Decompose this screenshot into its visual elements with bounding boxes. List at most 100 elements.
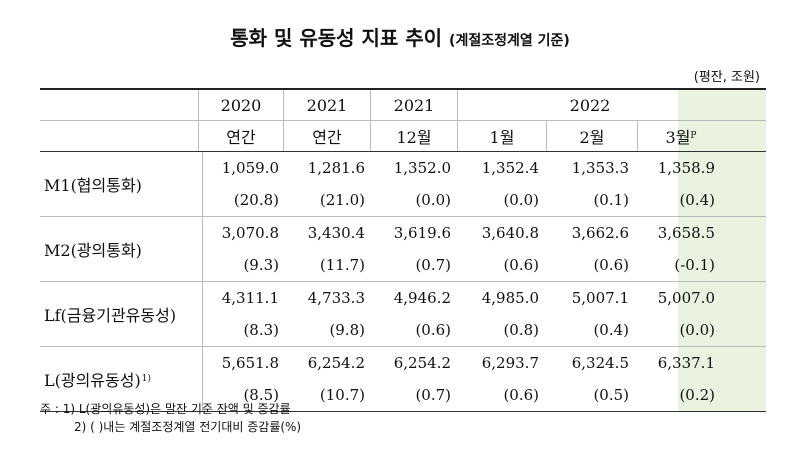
cell-value: 1,281.6 bbox=[307, 159, 365, 177]
cell-change-rate: (0.2) bbox=[679, 386, 715, 404]
cell-value: 3,619.6 bbox=[393, 224, 451, 242]
header-period-mar: 3월 P bbox=[638, 121, 724, 151]
liquidity-table: 2020 2021 2021 2022 연간 연간 12월 1월 2월 3월 P … bbox=[40, 88, 766, 412]
cell-value: 3,658.5 bbox=[657, 224, 715, 242]
row-label-footnote-mark: 1) bbox=[141, 374, 151, 384]
footnote-1-text: 1) L(광의유동성)은 말잔 기준 잔액 및 증감률 bbox=[62, 402, 291, 416]
table-cell: 4,946.2 (0.6) bbox=[373, 282, 459, 346]
cell-value: 3,070.8 bbox=[221, 224, 279, 242]
cell-value: 4,311.1 bbox=[221, 289, 279, 307]
cell-value: 5,651.8 bbox=[221, 354, 279, 372]
header-row-years: 2020 2021 2021 2022 bbox=[40, 90, 766, 121]
table-cell: 4,733.3 (9.8) bbox=[287, 282, 373, 346]
table-cell: 6,254.2 (0.7) bbox=[373, 347, 459, 411]
cell-change-rate: (20.8) bbox=[233, 191, 279, 209]
table-cell: 1,281.6 (21.0) bbox=[287, 152, 373, 216]
cell-change-rate: (0.6) bbox=[415, 321, 451, 339]
table-cell: 5,651.8 (8.5) bbox=[203, 347, 287, 411]
table-cell: 4,311.1 (8.3) bbox=[203, 282, 287, 346]
header-year-2022: 2022 bbox=[569, 95, 611, 115]
cell-value: 4,733.3 bbox=[307, 289, 365, 307]
cell-value: 1,353.3 bbox=[571, 159, 629, 177]
cell-change-rate: (0.8) bbox=[503, 321, 539, 339]
footnote-2: 2) ( )내는 계절조정계열 전기대비 증감률(%) bbox=[74, 420, 302, 434]
table-cell: 3,662.6 (0.6) bbox=[547, 217, 637, 281]
table-cell: 3,640.8 (0.6) bbox=[459, 217, 547, 281]
table-cell: 1,358.9 (0.4) bbox=[637, 152, 723, 216]
cell-change-rate: (0.0) bbox=[415, 191, 451, 209]
table-cell: 6,293.7 (0.6) bbox=[459, 347, 547, 411]
table-cell: 5,007.1 (0.4) bbox=[547, 282, 637, 346]
prelim-mark: P bbox=[690, 131, 697, 141]
cell-change-rate: (9.3) bbox=[243, 256, 279, 274]
header-corner bbox=[40, 90, 199, 120]
table-row: M1(협의통화) 1,059.0 (20.8) 1,281.6 (21.0) 1,352.… bbox=[40, 152, 766, 216]
cell-change-rate: (0.5) bbox=[593, 386, 629, 404]
table-cell: 1,352.4 (0.0) bbox=[459, 152, 547, 216]
cell-value: 4,985.0 bbox=[481, 289, 539, 307]
table-cell: 1,353.3 (0.1) bbox=[547, 152, 637, 216]
header-year-2021-annual: 2021 bbox=[284, 90, 371, 120]
table-cell: 6,254.2 (10.7) bbox=[287, 347, 373, 411]
cell-value: 5,007.0 bbox=[657, 289, 715, 307]
cell-value: 6,324.5 bbox=[571, 354, 629, 372]
table-cell: 3,619.6 (0.7) bbox=[373, 217, 459, 281]
header-period-dec: 12월 bbox=[371, 121, 458, 151]
cell-value: 6,254.2 bbox=[307, 354, 365, 372]
table-body: M1(협의통화) 1,059.0 (20.8) 1,281.6 (21.0) 1,352.… bbox=[40, 152, 766, 411]
header-period-jan: 1월 bbox=[458, 121, 547, 151]
header-year-2020: 2020 bbox=[199, 90, 284, 120]
cell-change-rate: (11.7) bbox=[319, 256, 365, 274]
cell-value: 6,337.1 bbox=[657, 354, 715, 372]
table-cell: 1,352.0 (0.0) bbox=[373, 152, 459, 216]
row-label: M2(광의통화) bbox=[40, 217, 203, 281]
header-period-annual-2020: 연간 bbox=[199, 121, 284, 151]
cell-change-rate: (8.5) bbox=[243, 386, 279, 404]
table-row: L(광의유동성) 1) 5,651.8 (8.5) 6,254.2 (10.7) 6,254… bbox=[40, 346, 766, 411]
cell-change-rate: (9.8) bbox=[329, 321, 365, 339]
row-label-text: M2(광의통화) bbox=[44, 241, 142, 260]
table-row: M2(광의통화) 3,070.8 (9.3) 3,430.4 (11.7) 3,619.6… bbox=[40, 216, 766, 281]
unit-label: (평잔, 조원) bbox=[693, 70, 760, 85]
cell-value: 5,007.1 bbox=[571, 289, 629, 307]
row-label: L(광의유동성) 1) bbox=[40, 347, 203, 411]
latest-month-highlight bbox=[678, 90, 766, 411]
cell-change-rate: (-0.1) bbox=[674, 256, 715, 274]
cell-change-rate: (0.7) bbox=[415, 256, 451, 274]
cell-value: 1,352.0 bbox=[393, 159, 451, 177]
table-cell: 6,337.1 (0.2) bbox=[637, 347, 723, 411]
cell-value: 1,358.9 bbox=[657, 159, 715, 177]
cell-change-rate: (8.3) bbox=[243, 321, 279, 339]
header-period-feb: 2월 bbox=[547, 121, 638, 151]
cell-value: 3,430.4 bbox=[307, 224, 365, 242]
footnotes: 주 : 1) L(광의유동성)은 말잔 기준 잔액 및 증감률 2) ( )내는… bbox=[40, 400, 301, 436]
title-text: 통화 및 유동성 지표 추이 bbox=[230, 26, 443, 50]
header-row-periods: 연간 연간 12월 1월 2월 3월 P bbox=[40, 121, 766, 152]
table-cell: 6,324.5 (0.5) bbox=[547, 347, 637, 411]
table-cell: 3,070.8 (9.3) bbox=[203, 217, 287, 281]
row-label: M1(협의통화) bbox=[40, 152, 203, 216]
footnote-1: 주 : 1) L(광의유동성)은 말잔 기준 잔액 및 증감률 bbox=[40, 400, 301, 418]
cell-change-rate: (0.6) bbox=[593, 256, 629, 274]
cell-value: 1,059.0 bbox=[221, 159, 279, 177]
table-cell: 3,658.5 (-0.1) bbox=[637, 217, 723, 281]
cell-change-rate: (21.0) bbox=[319, 191, 365, 209]
cell-change-rate: (0.6) bbox=[503, 386, 539, 404]
header-period-mar-text: 3월 bbox=[665, 128, 691, 147]
table-row: Lf(금융기관유동성) 4,311.1 (8.3) 4,733.3 (9.8) 4,946… bbox=[40, 281, 766, 346]
cell-change-rate: (0.7) bbox=[415, 386, 451, 404]
table-cell: 5,007.0 (0.0) bbox=[637, 282, 723, 346]
table-cell: 1,059.0 (20.8) bbox=[203, 152, 287, 216]
cell-change-rate: (10.7) bbox=[319, 386, 365, 404]
table-title: 통화 및 유동성 지표 추이 (계절조정계열 기준) bbox=[0, 22, 800, 51]
header-corner-2 bbox=[40, 121, 199, 151]
cell-value: 4,946.2 bbox=[393, 289, 451, 307]
header-period-annual-2021: 연간 bbox=[284, 121, 371, 151]
table-cell: 3,430.4 (11.7) bbox=[287, 217, 373, 281]
row-label-text: M1(협의통화) bbox=[44, 176, 142, 195]
cell-change-rate: (0.4) bbox=[593, 321, 629, 339]
title-subtitle: (계절조정계열 기준) bbox=[449, 33, 570, 49]
header-year-2021-dec: 2021 bbox=[371, 90, 458, 120]
cell-value: 3,662.6 bbox=[571, 224, 629, 242]
cell-change-rate: (0.6) bbox=[503, 256, 539, 274]
